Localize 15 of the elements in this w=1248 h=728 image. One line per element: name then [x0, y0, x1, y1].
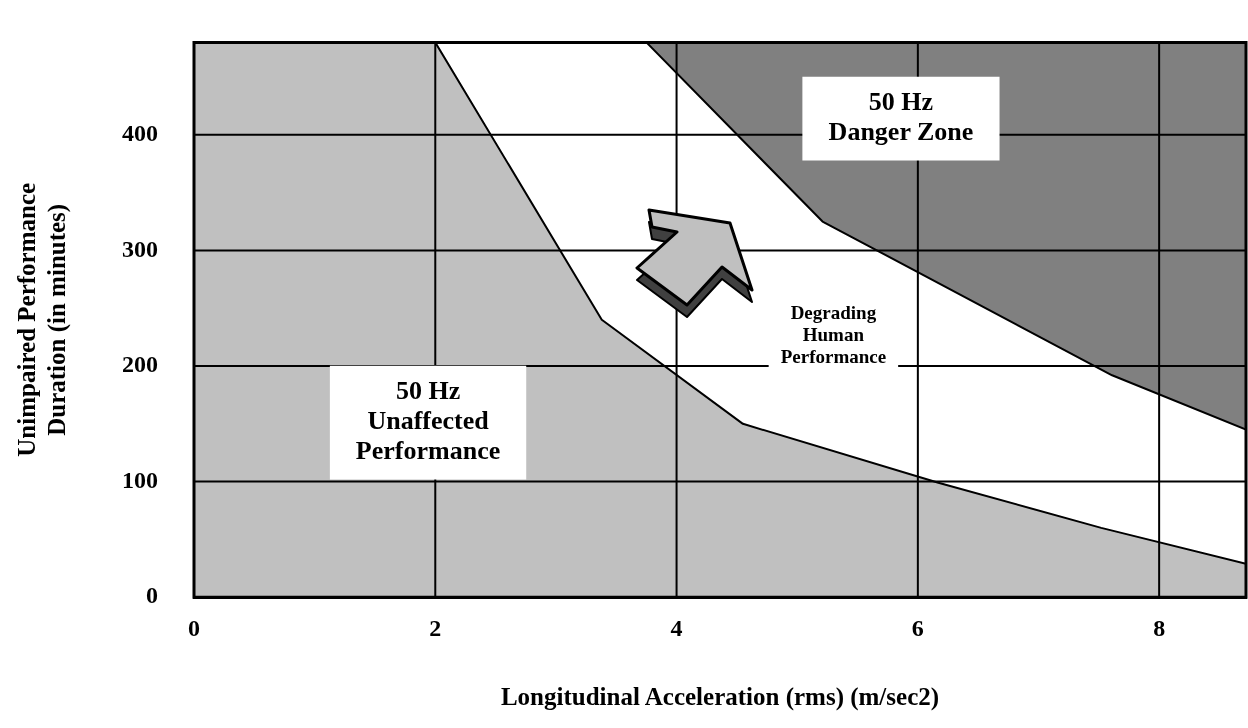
y-axis-title: Unimpaired Performance Duration (in minutes)	[13, 182, 72, 457]
y-tick-label: 400	[122, 120, 158, 147]
x-tick-label: 4	[670, 614, 683, 641]
x-tick-label: 0	[188, 614, 200, 641]
annotation: Degrading Human Performance	[780, 302, 887, 367]
x-axis-title: Longitudinal Acceleration (rms) (m/sec2)	[500, 683, 940, 712]
y-tick-label: 200	[122, 351, 158, 378]
y-tick-label: 0	[146, 582, 158, 609]
annotation: 50 Hz Unaffected Performance	[355, 376, 501, 466]
annotation: 50 Hz Danger Zone	[828, 87, 974, 147]
x-tick-label: 2	[429, 614, 442, 641]
x-tick-label: 6	[911, 614, 924, 641]
x-tick-label: 8	[1153, 614, 1166, 641]
y-tick-label: 300	[122, 235, 158, 262]
y-tick-label: 100	[122, 466, 158, 493]
